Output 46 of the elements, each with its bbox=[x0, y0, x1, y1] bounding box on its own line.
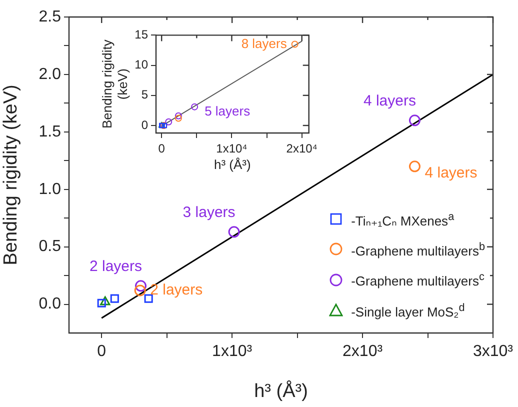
point bbox=[135, 280, 147, 292]
y-axis-title: Bending rigidity (keV) bbox=[99, 39, 130, 129]
annotation: 5 layers bbox=[204, 103, 251, 118]
point bbox=[191, 103, 198, 110]
x-tick-label: 1x10³ bbox=[212, 343, 253, 360]
point bbox=[291, 40, 298, 48]
annotation: 4 layers bbox=[363, 92, 416, 110]
y-tick-label: 2.5 bbox=[38, 8, 62, 26]
x-axis-title: h³ (Å³) bbox=[214, 156, 251, 172]
point bbox=[408, 114, 420, 126]
y-tick-label: 2.0 bbox=[38, 66, 62, 83]
x-axis-title: h³ (Å³) bbox=[254, 380, 308, 402]
point bbox=[165, 118, 172, 126]
y-tick-label: 0.5 bbox=[38, 238, 62, 256]
y-tick-label: 0.0 bbox=[38, 296, 62, 313]
y-tick-label: 1.5 bbox=[38, 123, 62, 140]
point bbox=[174, 114, 182, 122]
x-tick-label: 0 bbox=[158, 142, 166, 156]
point bbox=[97, 298, 106, 308]
y-tick-label: 5 bbox=[141, 88, 148, 102]
x-tick-label: 2x10³ bbox=[342, 343, 384, 360]
legend-label: -Tiₙ₊₁Cₙ MXenes$^{a}$ bbox=[351, 210, 454, 230]
annotation: 3 layers bbox=[182, 204, 236, 222]
point bbox=[110, 294, 119, 303]
y-axis-title: Bending rigidity (keV) bbox=[0, 84, 22, 266]
y-tick-label: 1.0 bbox=[38, 180, 62, 198]
point bbox=[174, 112, 182, 120]
x-tick-label: 2x10⁴ bbox=[286, 142, 318, 156]
annotation: 4 layers bbox=[424, 164, 478, 182]
x-tick-label: 3x10³ bbox=[472, 343, 514, 360]
annotation: 2 layers bbox=[89, 258, 142, 276]
legend-label: -Graphene multilayers$^{b}$ bbox=[351, 240, 485, 260]
point bbox=[100, 296, 110, 306]
legend-label: -Single layer MoS₂$^{d}$ bbox=[351, 300, 465, 322]
point bbox=[144, 294, 153, 303]
x-tick-label: 0 bbox=[97, 343, 106, 360]
point bbox=[228, 226, 240, 238]
annotation: 2 layers bbox=[150, 282, 203, 299]
y-tick-label: 10 bbox=[134, 58, 148, 72]
legend-label: -Graphene multilayers$^{c}$ bbox=[351, 270, 484, 291]
x-tick-label: 1x10⁴ bbox=[216, 142, 248, 156]
y-tick-label: 0 bbox=[141, 118, 148, 132]
point bbox=[134, 284, 146, 296]
point bbox=[408, 160, 420, 172]
y-tick-label: 15 bbox=[134, 28, 148, 42]
annotation: 8 layers bbox=[241, 36, 288, 51]
